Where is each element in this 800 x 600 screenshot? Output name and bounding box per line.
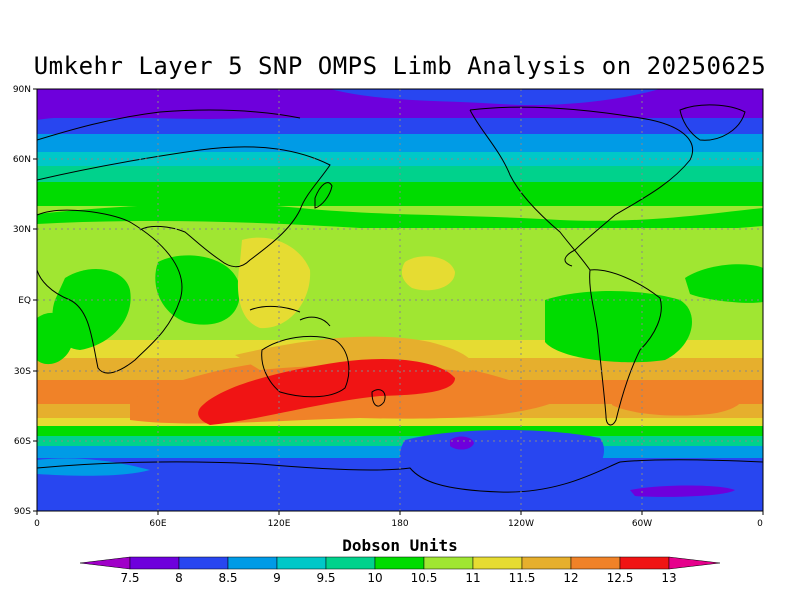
lon-label: 0 bbox=[34, 519, 40, 529]
green-africa bbox=[52, 268, 131, 350]
colorbar-tick-label: 11 bbox=[465, 571, 480, 585]
colorbar-tick-label: 10 bbox=[367, 571, 382, 585]
colorbar-swatch bbox=[227, 556, 278, 570]
coast-eurasia bbox=[37, 146, 331, 268]
north-blue-bulge bbox=[330, 89, 660, 106]
purple-low bbox=[450, 436, 474, 450]
lon-label: 60W bbox=[632, 519, 652, 529]
yellow-asia bbox=[237, 237, 311, 329]
tick-marks bbox=[33, 88, 764, 515]
lat-label: 30N bbox=[13, 225, 31, 235]
lat-label: 90S bbox=[14, 507, 31, 517]
colorbar-tick-label: 9 bbox=[273, 571, 281, 585]
colorbar-title: Dobson Units bbox=[342, 536, 458, 555]
purple-antarctic-low bbox=[630, 485, 735, 497]
colorbar-tick-label: 8 bbox=[175, 571, 183, 585]
coast-indonesia bbox=[249, 305, 331, 327]
lon-label: 180 bbox=[391, 519, 408, 529]
lat-label: 60S bbox=[14, 437, 31, 447]
colorbar: 7.5 8 8.5 9 9.5 10 10.5 11 11.5 12 12.5 13 bbox=[79, 556, 721, 585]
colorbar-tick-label: 10.5 bbox=[411, 571, 438, 585]
lon-label: 120W bbox=[508, 519, 534, 529]
yellow-central-pacific bbox=[401, 256, 455, 291]
colorbar-tick-label: 11.5 bbox=[509, 571, 536, 585]
colorbar-tick-label: 13 bbox=[661, 571, 676, 585]
lat-label: 90N bbox=[13, 85, 31, 95]
lat-label: 60N bbox=[13, 155, 31, 165]
red-maximum bbox=[198, 358, 455, 425]
cyan-antarctic-bulge bbox=[37, 458, 150, 476]
band-north-1 bbox=[37, 118, 763, 138]
lon-label: 60E bbox=[149, 519, 166, 529]
orange-south-america bbox=[610, 383, 744, 416]
colorbar-swatch bbox=[521, 556, 572, 570]
colorbar-swatch bbox=[472, 556, 523, 570]
coast-greenland bbox=[679, 104, 746, 141]
coast-north-america-west bbox=[469, 109, 591, 271]
map-title: Umkehr Layer 5 SNP OMPS Limb Analysis on… bbox=[33, 52, 767, 80]
colorbar-max-arrow bbox=[668, 556, 721, 570]
gridlines bbox=[37, 89, 763, 511]
colorbar-swatch bbox=[276, 556, 327, 570]
coast-australia bbox=[261, 335, 350, 398]
green-southern-africa bbox=[37, 312, 73, 365]
blue-south-pacific-tongue bbox=[399, 429, 605, 478]
coast-europe-north bbox=[37, 109, 301, 141]
lon-label: 120E bbox=[268, 519, 291, 529]
green-north-atlantic bbox=[685, 264, 763, 303]
colorbar-tick-label: 9.5 bbox=[316, 571, 335, 585]
lon-label: 0 bbox=[757, 519, 763, 529]
lat-labels: 90N 60N 30N EQ 30S 60S 90S bbox=[13, 85, 31, 517]
colorbar-swatch bbox=[129, 556, 180, 570]
band-antarctic bbox=[37, 458, 763, 511]
colorbar-tick-label: 7.5 bbox=[120, 571, 139, 585]
colorbar-swatch bbox=[374, 556, 425, 570]
coastlines bbox=[37, 104, 763, 493]
coast-new-zealand bbox=[371, 389, 386, 407]
colorbar-min-arrow bbox=[79, 556, 131, 570]
coast-antarctica bbox=[37, 459, 763, 493]
coast-africa bbox=[37, 209, 183, 374]
colorbar-swatch bbox=[325, 556, 376, 570]
colorbar-tick-label: 12.5 bbox=[607, 571, 634, 585]
colorbar-swatch bbox=[423, 556, 474, 570]
coast-japan bbox=[314, 182, 333, 209]
coast-south-america bbox=[589, 269, 662, 426]
lat-label: 30S bbox=[14, 367, 31, 377]
band-north-4 bbox=[37, 166, 763, 186]
green-indian-ocean bbox=[155, 255, 241, 325]
lon-labels: 0 60E 120E 180 120W 60W 0 bbox=[34, 519, 763, 529]
colorbar-tick-label: 8.5 bbox=[218, 571, 237, 585]
colorbar-swatch bbox=[178, 556, 229, 570]
colorbar-tick-label: 12 bbox=[563, 571, 578, 585]
colorbar-swatch bbox=[570, 556, 621, 570]
colorbar-swatch bbox=[619, 556, 670, 570]
lat-label: EQ bbox=[18, 296, 31, 306]
green-south-atlantic bbox=[545, 291, 692, 363]
